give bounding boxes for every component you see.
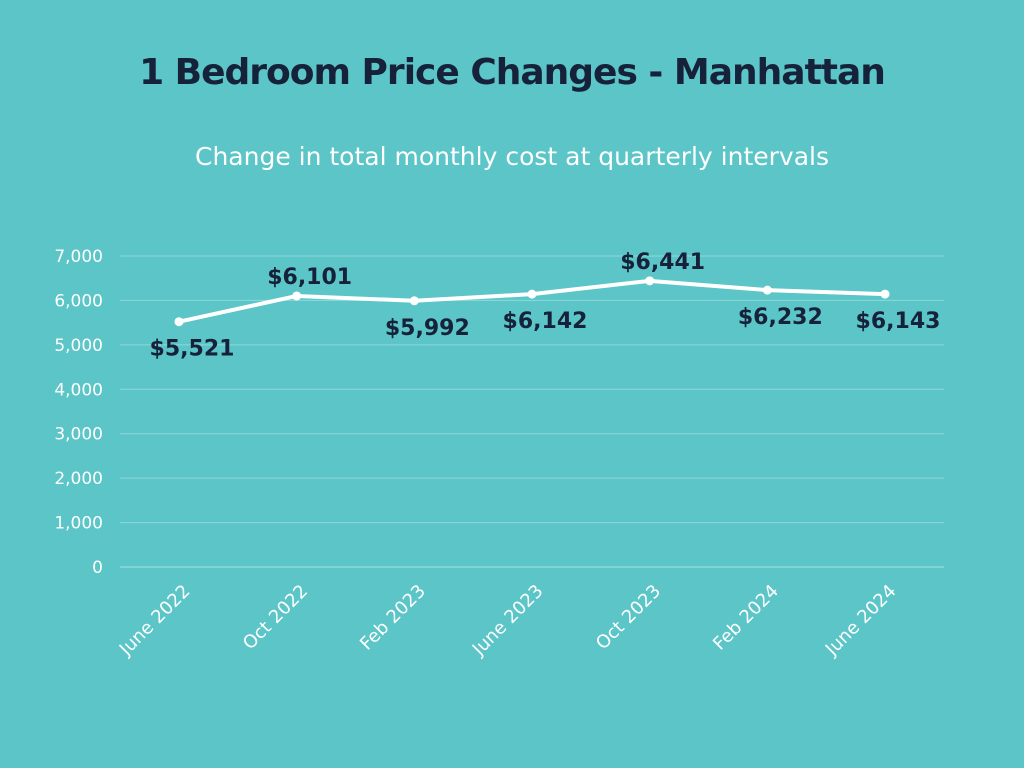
y-tick-label: 3,000 — [54, 425, 103, 445]
x-axis-ticks: June 2022 Oct 2022 Feb 2023 June 2023 Oct 20… — [115, 581, 901, 661]
gridlines — [120, 255, 944, 568]
chart-subtitle: Change in total monthly cost at quarterl… — [194, 142, 830, 171]
x-tick-label: Oct 2023 — [592, 581, 665, 654]
x-tick-label: Oct 2022 — [239, 581, 312, 654]
data-point — [409, 296, 419, 306]
y-tick-label: 0 — [92, 558, 103, 578]
data-label: $6,143 — [856, 309, 941, 334]
y-tick-label: 1,000 — [54, 514, 103, 534]
data-point — [762, 285, 772, 295]
data-point — [645, 276, 655, 286]
data-point — [527, 289, 537, 299]
data-label: $6,232 — [738, 305, 823, 330]
data-labels: $5,521 $6,101 $5,992 $6,142 $6,441 $6,232 $6,1… — [150, 250, 941, 362]
data-label: $5,521 — [150, 337, 235, 362]
data-point — [174, 317, 184, 327]
data-point — [292, 291, 302, 301]
y-tick-label: 5,000 — [54, 336, 103, 356]
x-tick-label: Feb 2024 — [709, 581, 783, 655]
x-tick-label: Feb 2023 — [356, 581, 430, 655]
x-tick-label: June 2022 — [115, 581, 195, 661]
y-tick-label: 6,000 — [54, 291, 103, 311]
y-tick-label: 2,000 — [54, 469, 103, 489]
data-label: $6,142 — [503, 309, 588, 334]
data-point — [880, 289, 890, 299]
y-axis-ticks: 0 1,000 2,000 3,000 4,000 5,000 6,000 7,000 — [54, 247, 103, 578]
data-label: $5,992 — [385, 316, 470, 341]
data-label: $6,441 — [620, 250, 705, 275]
y-tick-label: 7,000 — [54, 247, 103, 267]
chart-title: 1 Bedroom Price Changes - Manhattan — [139, 52, 886, 93]
x-tick-label: June 2024 — [821, 581, 901, 661]
data-label: $6,101 — [267, 265, 352, 290]
y-tick-label: 4,000 — [54, 380, 103, 400]
data-points — [174, 276, 890, 327]
x-tick-label: June 2023 — [468, 581, 548, 661]
